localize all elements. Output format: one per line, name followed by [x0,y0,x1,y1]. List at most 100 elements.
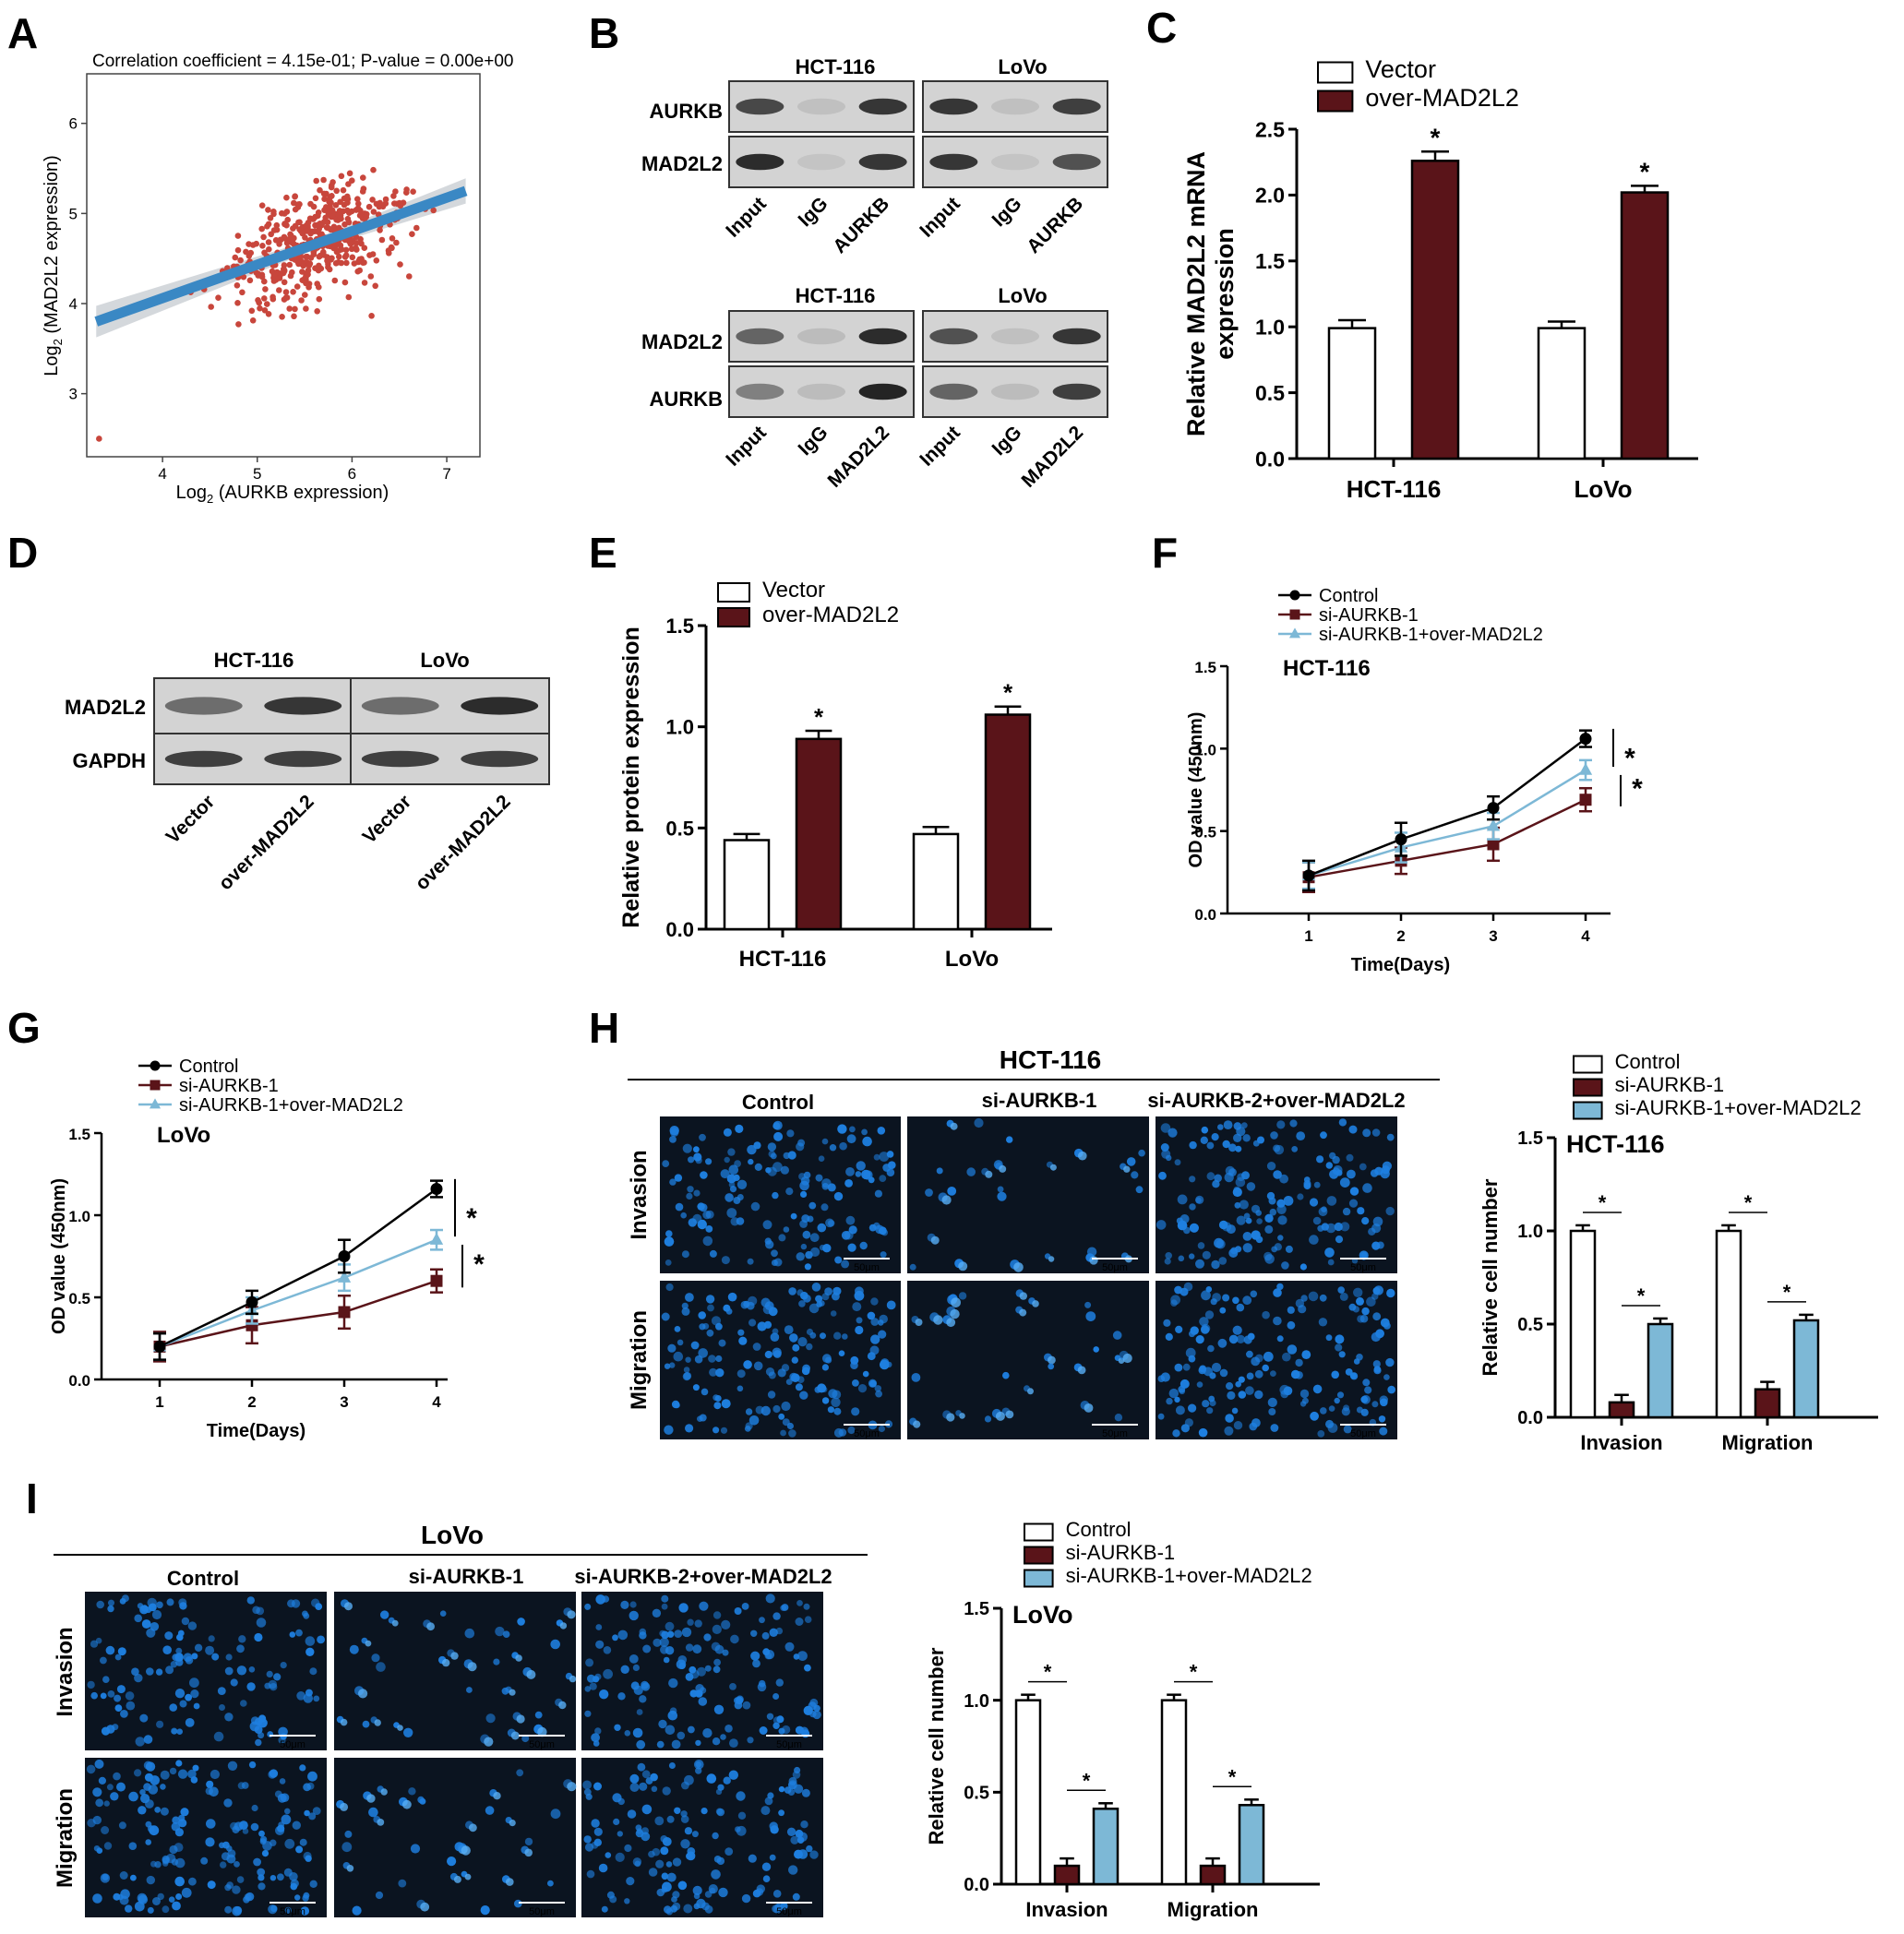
cell-nucleus [680,1212,687,1219]
cell-nucleus [1246,1350,1253,1358]
cell-nucleus [760,1297,771,1307]
cell-nucleus [950,1122,958,1130]
cell-nucleus [274,1790,282,1798]
cell-nucleus [713,1665,721,1674]
cell-nucleus [377,1819,385,1826]
y-tick-label: 0.0 [964,1875,989,1895]
blot-band [1052,98,1101,115]
cell-nucleus [688,1156,695,1164]
cell-nucleus [821,1293,830,1301]
cell-nucleus [709,1249,717,1258]
cell-nucleus [705,1295,715,1304]
cell-nucleus [1180,1214,1190,1224]
scatter-point [349,254,356,261]
cell-nucleus [629,1654,639,1664]
cell-nucleus [366,1794,376,1803]
cell-nucleus [275,1825,285,1835]
cell-nucleus [344,1602,353,1611]
data-point [1289,609,1300,620]
blot-band [929,328,978,345]
scatter-point [359,188,366,195]
cell-nucleus [1319,1294,1327,1302]
scatter-point [279,314,285,320]
scatter-point [259,243,266,249]
cell-nucleus [180,1808,189,1817]
cell-nucleus [867,1352,876,1361]
cell-nucleus [639,1631,647,1640]
cell-nucleus [612,1634,618,1642]
cell-nucleus [743,1360,752,1369]
cell-nucleus [1264,1224,1274,1234]
legend-label: si-AURKB-1 [1615,1073,1725,1096]
cell-nucleus [103,1842,113,1850]
blot-band [164,697,243,715]
cell-nucleus [92,1893,102,1904]
cell-nucleus [762,1875,771,1882]
cell-nucleus [1337,1286,1345,1294]
cell-nucleus [176,1728,183,1735]
scatter-point [307,200,314,208]
significance-mark: * [1637,1284,1646,1307]
western-blot-b: HCT-116 LoVo AURKB MAD2L2 HCT-116 LoVo M… [641,55,1108,492]
bar [1053,1864,1081,1886]
blot-band [1052,153,1101,171]
data-point [1578,762,1593,775]
legend-label: si-AURKB-1 [179,1076,279,1096]
cell-nucleus [98,1776,106,1785]
y-axis-label: Relative cell number [1479,1178,1502,1376]
blot-lane-label: over-MAD2L2 [215,791,318,894]
cell-nucleus [736,1825,747,1836]
cell-nucleus [665,1259,672,1266]
cell-nucleus [772,1347,782,1357]
cell-nucleus [279,1778,286,1785]
cell-nucleus [603,1646,612,1654]
scatter-point [270,278,278,284]
cell-nucleus [1254,1354,1263,1363]
cell-nucleus [107,1605,114,1613]
cell-nucleus [672,1891,680,1899]
cell-nucleus [966,1167,976,1176]
cell-nucleus [1174,1363,1183,1372]
cell-nucleus [509,1689,516,1696]
legend-label: Control [179,1057,238,1077]
cell-nucleus [190,1689,199,1699]
cell-nucleus [772,1404,781,1414]
blot-b-row-3: MAD2L2 [641,330,723,353]
cell-nucleus [753,1141,761,1150]
cell-nucleus [93,1845,101,1852]
legend-swatch [1024,1522,1054,1542]
cell-nucleus [856,1161,866,1171]
cell-nucleus [1222,1140,1230,1149]
cell-nucleus [815,1295,823,1303]
cell-nucleus [808,1303,820,1314]
cell-nucleus [946,1413,955,1422]
cell-nucleus [1386,1288,1395,1298]
cell-nucleus [567,1610,576,1619]
cell-nucleus [1371,1401,1379,1408]
scatter-point [294,201,302,208]
cell-nucleus [639,1695,647,1703]
scatter-point [235,321,242,328]
series-line [1308,798,1587,878]
scatter-chart-a: Correlation coefficient = 4.15e-01; P-va… [42,52,513,506]
cell-nucleus [1317,1430,1325,1438]
cell-nucleus [659,1630,666,1637]
cell-nucleus [177,1630,185,1637]
cell-nucleus [1325,1419,1334,1428]
blot-b-line-1-top: HCT-116 [796,55,876,78]
cell-nucleus [913,1420,921,1428]
cell-nucleus [1195,1197,1202,1204]
scatter-point [276,275,283,281]
cell-nucleus [1263,1351,1274,1362]
cell-nucleus [140,1794,150,1804]
cell-nucleus [166,1598,174,1606]
cell-nucleus [517,1618,525,1626]
cell-nucleus [516,1714,525,1724]
scatter-point [344,215,352,222]
scatter-point [258,202,266,209]
cell-nucleus [833,1427,844,1438]
scatter-point [304,253,311,260]
cell-nucleus [187,1621,198,1630]
scatter-point [290,289,296,295]
cell-nucleus [1282,1352,1291,1362]
